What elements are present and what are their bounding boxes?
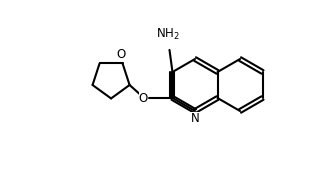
Text: N: N	[191, 112, 199, 125]
Text: NH$_2$: NH$_2$	[156, 27, 179, 42]
Text: O: O	[116, 48, 125, 61]
Text: O: O	[139, 91, 148, 105]
